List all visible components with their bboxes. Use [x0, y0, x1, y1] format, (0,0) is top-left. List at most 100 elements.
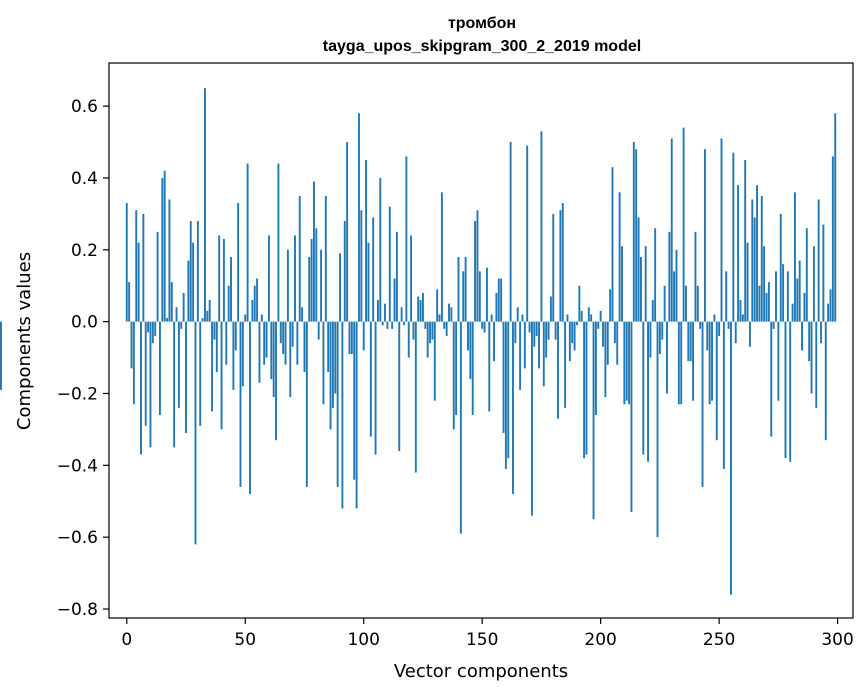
bar	[189, 221, 192, 322]
bar	[753, 217, 756, 322]
bar	[277, 163, 280, 322]
bar	[504, 321, 507, 469]
bar	[594, 321, 597, 416]
bar	[158, 321, 161, 416]
bar	[258, 321, 261, 383]
bar	[476, 210, 479, 322]
bar	[185, 321, 187, 433]
y-tick-label: −0.6	[57, 528, 98, 548]
bar	[166, 318, 168, 322]
bar	[469, 321, 472, 380]
bar	[568, 321, 571, 362]
bar	[597, 321, 600, 329]
bar	[756, 185, 758, 322]
bar	[725, 271, 728, 322]
bar	[789, 321, 792, 462]
bar	[623, 321, 626, 405]
bar	[552, 213, 555, 322]
bar	[803, 292, 806, 322]
bar	[407, 321, 410, 358]
bar	[609, 289, 612, 322]
bar	[208, 300, 211, 322]
bar	[234, 321, 237, 351]
bar	[583, 321, 586, 459]
bar	[317, 321, 320, 340]
bar	[578, 285, 581, 322]
bar	[256, 278, 259, 322]
x-tick-label: 300	[821, 630, 853, 650]
bar	[523, 321, 526, 369]
bar	[805, 228, 808, 322]
bar	[464, 256, 467, 322]
bar	[587, 307, 590, 322]
bar	[320, 249, 323, 322]
bar	[331, 321, 334, 408]
bar	[495, 292, 498, 322]
bar	[602, 321, 604, 347]
bar	[708, 321, 711, 405]
bar	[227, 285, 230, 322]
bar	[180, 321, 183, 329]
bar	[140, 321, 142, 455]
x-tick-label: 150	[466, 630, 498, 650]
bar	[763, 246, 766, 322]
bar	[137, 242, 140, 322]
bar	[670, 138, 673, 322]
bar	[253, 285, 256, 322]
bar	[313, 181, 315, 322]
y-tick-label: 0.2	[71, 241, 98, 261]
bar	[220, 321, 223, 430]
bar	[260, 314, 263, 322]
bar	[488, 321, 491, 412]
bar	[649, 321, 652, 358]
bar	[751, 199, 754, 322]
bar	[135, 210, 138, 322]
bar	[355, 321, 358, 509]
bar	[381, 321, 384, 326]
x-tick-label: 250	[703, 630, 735, 650]
bar	[305, 321, 308, 487]
bar	[362, 321, 365, 351]
y-tick-label: −0.2	[57, 384, 98, 404]
bar	[651, 300, 654, 322]
bar	[360, 210, 363, 322]
bar	[279, 321, 282, 344]
bar	[654, 228, 657, 322]
bar	[334, 321, 337, 394]
bar	[824, 321, 827, 441]
bar	[760, 195, 763, 322]
bar	[715, 321, 718, 441]
bar	[132, 321, 135, 405]
bar	[507, 321, 510, 459]
bar	[206, 310, 209, 322]
bar	[244, 314, 247, 322]
bar	[384, 303, 386, 322]
bar	[644, 246, 647, 322]
bar	[471, 321, 474, 416]
x-axis-label: Vector components	[394, 661, 568, 682]
bar	[817, 199, 820, 322]
bar	[831, 156, 834, 322]
bar	[199, 321, 202, 426]
bar	[521, 314, 524, 322]
bar	[372, 217, 375, 322]
bar	[694, 231, 697, 322]
bar	[834, 113, 837, 322]
bar	[339, 253, 341, 322]
bar	[621, 246, 623, 322]
x-tick-label: 200	[584, 630, 616, 650]
bar	[0, 321, 2, 390]
bar	[639, 256, 642, 322]
bar	[440, 192, 443, 322]
bar	[812, 246, 815, 322]
bar	[481, 321, 484, 329]
bar	[353, 321, 356, 480]
bar	[177, 321, 180, 408]
bar	[201, 318, 204, 322]
bar	[514, 321, 517, 344]
bar	[616, 321, 619, 365]
bar	[810, 321, 813, 394]
bar	[533, 321, 536, 347]
bar	[348, 321, 351, 354]
x-tick-label: 50	[234, 630, 256, 650]
